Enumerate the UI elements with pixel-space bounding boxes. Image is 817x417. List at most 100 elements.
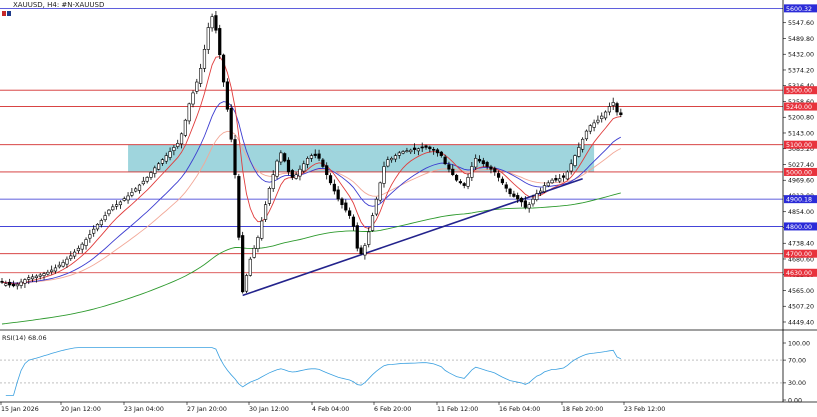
candle-body[interactable] bbox=[294, 174, 298, 179]
candle-body[interactable] bbox=[523, 200, 527, 208]
candle-body[interactable] bbox=[416, 148, 420, 152]
candle-body[interactable] bbox=[527, 204, 531, 209]
candle-body[interactable] bbox=[149, 172, 153, 178]
candle-body[interactable] bbox=[53, 267, 58, 272]
candle-body[interactable] bbox=[340, 198, 344, 205]
candle-body[interactable] bbox=[65, 258, 69, 265]
candle-body[interactable] bbox=[160, 159, 165, 164]
candle-body[interactable] bbox=[397, 152, 401, 156]
candle-body[interactable] bbox=[298, 168, 302, 177]
candle-body[interactable] bbox=[393, 155, 398, 160]
candle-body[interactable] bbox=[309, 155, 314, 159]
candle-body[interactable] bbox=[115, 204, 119, 207]
candle-body[interactable] bbox=[99, 220, 103, 226]
candle-body[interactable] bbox=[592, 122, 596, 128]
candle-body[interactable] bbox=[225, 81, 229, 110]
candle-body[interactable] bbox=[153, 167, 157, 174]
candle-body[interactable] bbox=[409, 149, 413, 153]
candle-body[interactable] bbox=[27, 277, 31, 280]
candle-body[interactable] bbox=[118, 201, 123, 206]
candle-body[interactable] bbox=[332, 183, 336, 192]
candle-body[interactable] bbox=[210, 16, 214, 29]
candle-body[interactable] bbox=[432, 148, 436, 151]
candle-body[interactable] bbox=[477, 158, 482, 162]
candle-body[interactable] bbox=[447, 164, 451, 170]
candle-body[interactable] bbox=[8, 281, 12, 286]
candle-body[interactable] bbox=[619, 112, 623, 116]
candle-body[interactable] bbox=[286, 159, 291, 173]
candle-body[interactable] bbox=[493, 168, 497, 173]
candle-body[interactable] bbox=[451, 168, 455, 175]
candle-body[interactable] bbox=[42, 273, 46, 276]
candle-body[interactable] bbox=[137, 184, 142, 191]
candle-body[interactable] bbox=[191, 92, 195, 105]
candle-body[interactable] bbox=[237, 176, 241, 238]
candle-body[interactable] bbox=[302, 163, 306, 172]
candle-body[interactable] bbox=[241, 235, 245, 293]
candle-body[interactable] bbox=[581, 138, 585, 150]
candle-body[interactable] bbox=[485, 162, 489, 167]
candle-body[interactable] bbox=[164, 155, 168, 162]
candle-body[interactable] bbox=[405, 150, 409, 152]
candle-body[interactable] bbox=[214, 15, 218, 31]
candle-body[interactable] bbox=[561, 175, 566, 178]
candle-body[interactable] bbox=[558, 178, 562, 182]
candle-body[interactable] bbox=[61, 262, 65, 267]
candle-body[interactable] bbox=[504, 184, 508, 189]
candle-body[interactable] bbox=[611, 102, 615, 106]
candle-body[interactable] bbox=[607, 106, 611, 113]
candle-body[interactable] bbox=[584, 130, 589, 140]
candle-body[interactable] bbox=[420, 146, 424, 149]
candle-body[interactable] bbox=[458, 181, 463, 184]
candle-body[interactable] bbox=[107, 209, 111, 215]
candle-body[interactable] bbox=[596, 119, 600, 123]
candle-body[interactable] bbox=[401, 151, 405, 154]
candle-body[interactable] bbox=[290, 170, 294, 178]
candle-body[interactable] bbox=[260, 220, 264, 239]
candle-body[interactable] bbox=[271, 174, 275, 189]
candle-body[interactable] bbox=[428, 146, 432, 150]
candle-body[interactable] bbox=[348, 210, 352, 216]
candle-body[interactable] bbox=[46, 271, 50, 275]
candle-body[interactable] bbox=[603, 111, 608, 119]
candle-body[interactable] bbox=[279, 152, 283, 163]
candle-body[interactable] bbox=[508, 188, 512, 195]
candle-body[interactable] bbox=[248, 258, 252, 276]
candle-body[interactable] bbox=[23, 279, 27, 284]
candle-body[interactable] bbox=[72, 251, 77, 257]
candle-body[interactable] bbox=[466, 177, 470, 187]
candle-body[interactable] bbox=[359, 247, 363, 255]
candle-body[interactable] bbox=[569, 163, 573, 172]
candle-body[interactable] bbox=[38, 274, 42, 277]
candle-body[interactable] bbox=[615, 103, 619, 113]
candle-body[interactable] bbox=[424, 145, 428, 148]
candle-body[interactable] bbox=[531, 198, 535, 205]
candle-body[interactable] bbox=[439, 151, 443, 156]
candle-body[interactable] bbox=[195, 81, 199, 92]
candle-body[interactable] bbox=[489, 166, 493, 170]
candle-body[interactable] bbox=[256, 237, 260, 249]
candle-body[interactable] bbox=[134, 188, 138, 192]
candle-body[interactable] bbox=[336, 189, 340, 200]
candle-body[interactable] bbox=[76, 247, 80, 252]
candle-body[interactable] bbox=[539, 190, 543, 193]
candle-body[interactable] bbox=[92, 228, 96, 234]
candle-body[interactable] bbox=[103, 215, 107, 221]
candle-body[interactable] bbox=[19, 281, 23, 286]
candle-body[interactable] bbox=[206, 27, 210, 50]
candle-body[interactable] bbox=[111, 206, 115, 211]
candle-body[interactable] bbox=[15, 283, 19, 287]
candle-body[interactable] bbox=[275, 160, 279, 177]
candle-body[interactable] bbox=[57, 264, 61, 268]
candle-body[interactable] bbox=[600, 115, 604, 120]
candle-body[interactable] bbox=[141, 180, 145, 185]
candle-body[interactable] bbox=[481, 160, 485, 165]
candle-body[interactable] bbox=[550, 179, 554, 184]
candle-body[interactable] bbox=[229, 108, 233, 140]
candle-body[interactable] bbox=[221, 54, 226, 83]
candle-body[interactable] bbox=[588, 125, 592, 132]
candle-body[interactable] bbox=[34, 275, 38, 278]
candle-body[interactable] bbox=[317, 153, 321, 159]
candle-body[interactable] bbox=[202, 49, 207, 69]
